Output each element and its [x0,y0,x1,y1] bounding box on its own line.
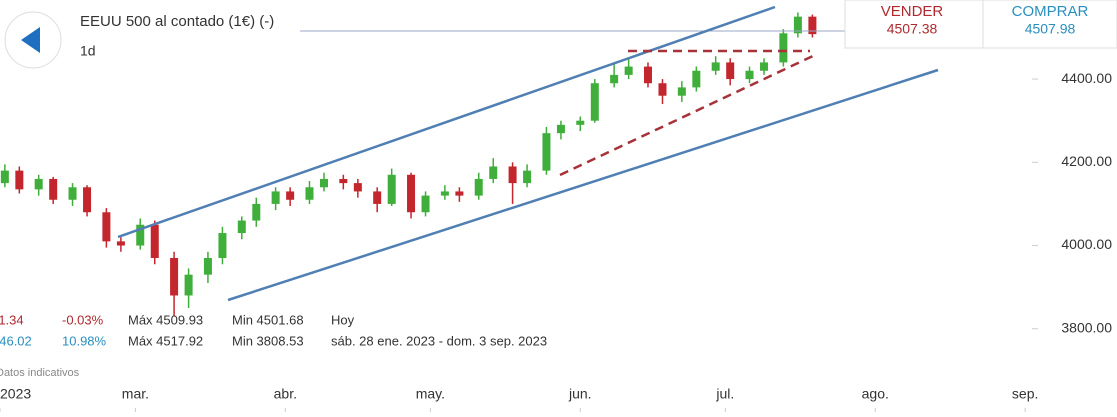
y-tick-label: 4200.00 [1061,153,1112,169]
x-tick-label: ago. [862,386,889,402]
candle-body [305,187,314,200]
candle-body [455,191,464,196]
candle-body [203,258,212,275]
interval: 1d [80,43,96,59]
candle-body [610,74,619,84]
candle-body [793,16,802,34]
x-tick-label: 2023 [0,386,31,402]
candle-body [150,224,159,259]
x-tick-label: jun. [568,386,592,402]
candle-body [726,62,735,80]
stat-high: Máx 4517.92 [128,333,203,348]
candle-body [339,178,348,184]
candle-body [170,258,179,296]
channel-upper [117,5,776,239]
candle-body [556,124,565,134]
stat-low: Min 3808.53 [232,333,304,348]
sell-price: 4507.38 [887,21,938,37]
candle-body [542,133,551,171]
stat-change-pct: 10.98% [62,333,107,348]
instrument-title: EEUU 500 al contado (1€) (-) [80,13,274,30]
candle-body [677,87,686,96]
stat-change-pct: -0.03% [62,312,104,327]
candle-body [15,170,24,190]
x-tick-label: may. [416,386,445,402]
candle-body [319,178,328,188]
data-note: Datos indicativos [0,367,80,379]
buy-price: 4507.98 [1025,21,1076,37]
buy-box[interactable] [982,0,1117,49]
stat-low: Min 4501.68 [232,312,304,327]
candle-body [760,62,769,71]
buy-label: COMPRAR [1012,3,1089,20]
candle-body [252,203,261,221]
candle-body [136,224,145,246]
candle-body [440,191,449,196]
candle-body [373,191,382,204]
stat-change: -1.34 [0,312,24,327]
sell-label: VENDER [881,3,944,20]
candle-body [624,66,633,75]
candle-body [489,166,498,179]
back-icon [21,27,40,53]
y-tick-label: 4400.00 [1061,70,1112,86]
x-tick-label: sep. [1012,386,1038,402]
candle-body [116,241,125,246]
candle-body [658,83,667,96]
candle-body [271,191,280,204]
y-tick-label: 3800.00 [1061,319,1112,335]
candle-body [407,174,416,213]
stat-range: sáb. 28 ene. 2023 - dom. 3 sep. 2023 [331,333,547,348]
candle-body [184,274,193,296]
candle-body [692,70,701,88]
candle-body [286,191,295,200]
candle-body [643,66,652,84]
candle-body [474,178,483,196]
trend-line [559,53,816,177]
candle-body [387,174,396,204]
candle-body [711,62,720,71]
candle-body [218,233,227,259]
candle-body [49,178,58,200]
stat-range: Hoy [331,312,355,327]
x-tick-label: mar. [122,386,149,402]
candle-body [353,183,362,192]
candle-body [0,170,9,184]
stat-change: 446.02 [0,333,32,348]
candle-body [34,178,43,190]
candle-body [102,212,111,242]
candle-body [68,187,77,200]
candle-body [421,195,430,213]
candle-body [83,187,92,213]
x-tick-label: jul. [715,386,734,402]
candle-body [508,166,517,184]
candle-body [237,220,246,234]
candle-body [576,120,585,125]
candle-body [779,33,788,63]
candle-body [808,16,817,35]
y-tick-label: 4000.00 [1061,236,1112,252]
plot-area [0,12,1038,412]
candle-body [523,170,532,184]
stat-high: Máx 4509.93 [128,312,203,327]
candle-body [745,70,754,80]
sell-box[interactable] [844,0,984,49]
x-tick-label: abr. [274,386,297,402]
candle-body [590,83,599,121]
channel-lower [227,68,939,302]
